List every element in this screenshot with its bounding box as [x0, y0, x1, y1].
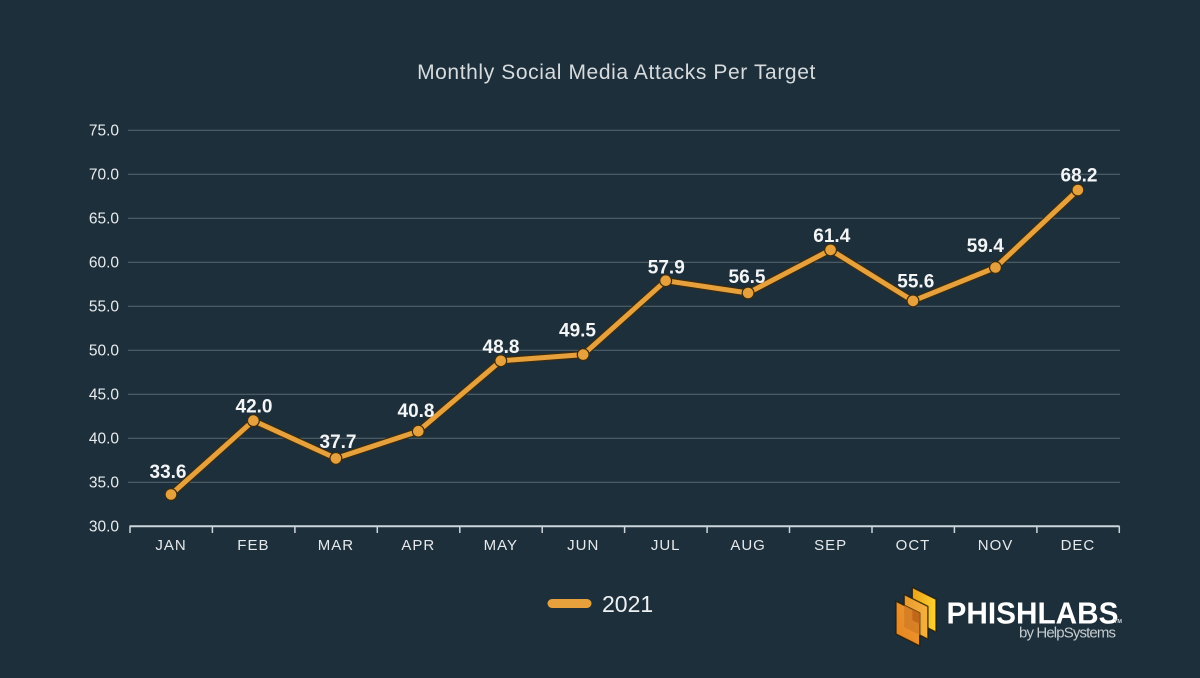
svg-text:FEB: FEB	[237, 537, 269, 554]
svg-text:MAY: MAY	[484, 537, 518, 554]
svg-text:56.5: 56.5	[729, 267, 766, 288]
svg-text:59.4: 59.4	[967, 236, 1004, 257]
svg-text:APR: APR	[401, 537, 435, 554]
svg-text:AUG: AUG	[730, 537, 766, 554]
svg-text:JUN: JUN	[567, 537, 599, 554]
svg-text:2021: 2021	[602, 591, 653, 617]
svg-text:48.8: 48.8	[483, 337, 520, 358]
svg-text:PHISHLABS: PHISHLABS	[947, 595, 1119, 630]
svg-text:40.0: 40.0	[89, 431, 120, 448]
svg-text:JUL: JUL	[651, 537, 681, 554]
svg-text:MAR: MAR	[318, 537, 354, 554]
svg-text:NOV: NOV	[978, 537, 1014, 554]
svg-text:57.9: 57.9	[648, 258, 685, 279]
svg-text:by HelpSystems: by HelpSystems	[1019, 624, 1116, 641]
svg-text:61.4: 61.4	[813, 226, 850, 247]
svg-text:40.8: 40.8	[398, 401, 435, 422]
svg-text:OCT: OCT	[896, 537, 931, 554]
svg-text:70.0: 70.0	[89, 167, 120, 184]
svg-text:55.6: 55.6	[897, 272, 934, 293]
svg-text:65.0: 65.0	[89, 211, 120, 228]
svg-text:55.0: 55.0	[89, 299, 120, 316]
svg-text:SEP: SEP	[814, 537, 847, 554]
svg-text:35.0: 35.0	[89, 475, 120, 492]
svg-text:42.0: 42.0	[236, 397, 273, 418]
svg-text:JAN: JAN	[155, 537, 186, 554]
svg-text:45.0: 45.0	[89, 387, 120, 404]
svg-text:DEC: DEC	[1061, 537, 1096, 554]
svg-text:60.0: 60.0	[89, 255, 120, 272]
svg-text:33.6: 33.6	[150, 462, 187, 483]
svg-text:Monthly Social Media Attacks P: Monthly Social Media Attacks Per Target	[417, 61, 816, 84]
svg-text:75.0: 75.0	[89, 123, 120, 140]
svg-text:68.2: 68.2	[1061, 166, 1098, 187]
svg-text:50.0: 50.0	[89, 343, 120, 360]
svg-text:30.0: 30.0	[89, 519, 120, 536]
svg-text:37.7: 37.7	[320, 432, 357, 453]
svg-text:TM: TM	[1114, 619, 1122, 625]
svg-text:49.5: 49.5	[559, 321, 596, 342]
